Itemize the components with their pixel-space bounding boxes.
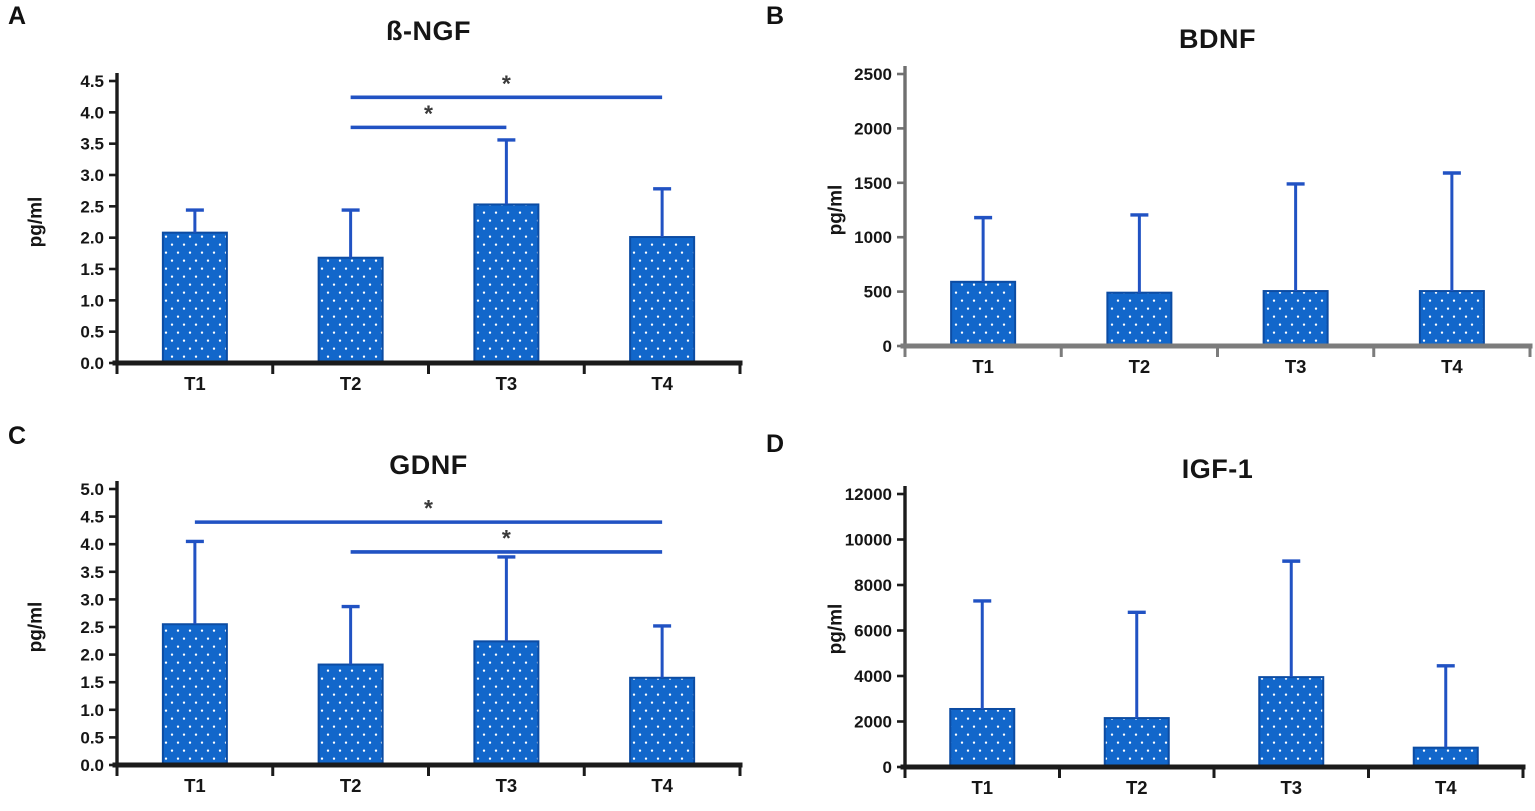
x-category-label-T1: T1 [184, 373, 206, 394]
y-tick-label: 1.5 [80, 260, 104, 279]
y-tick-label: 4.0 [80, 535, 104, 554]
x-category-label-T1: T1 [971, 777, 993, 798]
panel-letter-c: C [8, 422, 27, 450]
panel-d: 0 2000 4000 6000 8000 10000 12000 T1 T2 T3 T4 D IG… [760, 410, 1535, 811]
y-tick-label: 5.0 [80, 480, 104, 499]
bar-T2 [1106, 291, 1173, 347]
significance-star-2: * [424, 100, 433, 126]
y-tick-label: 3.0 [80, 590, 104, 609]
bar-T3 [1258, 676, 1325, 769]
chart-title-a: ß-NGF [386, 16, 471, 46]
bar-T2 [317, 663, 384, 766]
y-tick-label: 0 [883, 337, 892, 356]
panel-letter-d: D [766, 430, 785, 458]
y-tick-label: 1000 [854, 228, 892, 247]
chart-B-svg: 0 500 1000 1500 2000 2500 T1 T2 T3 T4 [854, 65, 1533, 377]
x-category-label-T4: T4 [651, 775, 673, 796]
y-tick-label: 1500 [854, 174, 892, 193]
y-tick-label: 2.5 [80, 197, 104, 216]
x-category-label-T4: T4 [1441, 356, 1463, 377]
bar-T1 [949, 707, 1016, 768]
x-category-label-T3: T3 [1285, 356, 1307, 377]
y-tick-label: 0.5 [80, 323, 104, 342]
bar-T1 [161, 623, 228, 766]
panel-letter-a: A [8, 2, 27, 30]
y-tick-label: 2.5 [80, 618, 104, 637]
y-tick-label: 1.0 [80, 701, 104, 720]
bar-T1 [950, 280, 1017, 348]
bar-T3 [1262, 290, 1329, 347]
x-category-label-T2: T2 [1129, 356, 1151, 377]
x-category-label-T3: T3 [1280, 777, 1302, 798]
y-tick-label: 3.0 [80, 166, 104, 185]
y-tick-label: 3.5 [80, 135, 104, 154]
y-tick-label: 500 [864, 283, 892, 302]
y-tick-label: 8000 [854, 576, 892, 595]
y-tick-label: 1.0 [80, 291, 104, 310]
x-category-label-T2: T2 [1126, 777, 1148, 798]
panel-b: 0 500 1000 1500 2000 2500 T1 T2 T3 T4 B BDNF pg/m… [760, 0, 1535, 410]
x-category-label-T3: T3 [496, 775, 518, 796]
significance-star-2: * [502, 525, 511, 551]
y-tick-label: 2500 [854, 65, 892, 84]
chart-title-b: BDNF [1179, 24, 1256, 54]
y-tick-label: 0.0 [80, 354, 104, 373]
chart-D-svg: 0 2000 4000 6000 8000 10000 12000 T1 T2 T3 T4 [845, 485, 1526, 798]
bar-T2 [1103, 717, 1170, 768]
y-axis-label-b: pg/ml [825, 184, 847, 236]
x-category-label-T2: T2 [340, 775, 362, 796]
x-category-label-T4: T4 [651, 373, 673, 394]
y-tick-label: 2.0 [80, 229, 104, 248]
chart-C-svg: 0.0 0.5 1.0 1.5 2.0 2.5 3.0 3.5 4.0 4.5 5.0 T1 T2 T3 T… [80, 480, 743, 796]
y-tick-label: 2000 [854, 119, 892, 138]
bar-T4 [1412, 746, 1479, 769]
y-tick-label: 1.5 [80, 673, 104, 692]
bar-T3 [473, 203, 540, 364]
chart-title-d: IGF-1 [1181, 454, 1254, 484]
chart-title-c: GDNF [389, 450, 468, 480]
y-tick-label: 4.0 [80, 103, 104, 122]
y-tick-label: 10000 [845, 531, 892, 550]
y-tick-label: 6000 [854, 622, 892, 641]
bar-T1 [161, 231, 228, 364]
significance-star-1: * [424, 495, 433, 521]
panel-a: 0.0 0.5 1.0 1.5 2.0 2.5 3.0 3.5 4.0 4.5 T1 T2 T3 T4 * *… [0, 0, 760, 410]
bar-T3 [473, 640, 540, 767]
bar-T2 [317, 256, 384, 364]
y-tick-label: 0.5 [80, 728, 104, 747]
y-tick-label: 2000 [854, 713, 892, 732]
y-tick-label: 2.0 [80, 646, 104, 665]
y-axis-label-d: pg/ml [825, 603, 847, 655]
y-tick-label: 4.5 [80, 72, 104, 91]
y-tick-label: 0 [883, 758, 892, 777]
y-tick-label: 3.5 [80, 563, 104, 582]
significance-star-1: * [502, 70, 511, 96]
x-category-label-T4: T4 [1435, 777, 1457, 798]
y-tick-label: 0.0 [80, 756, 104, 775]
bar-T4 [1418, 290, 1485, 347]
bar-T4 [629, 236, 696, 364]
y-tick-label: 4.5 [80, 508, 104, 527]
x-category-label-T1: T1 [972, 356, 994, 377]
y-tick-label: 4000 [854, 667, 892, 686]
bar-T4 [629, 676, 696, 766]
y-axis-label-c: pg/ml [25, 601, 47, 653]
x-category-label-T2: T2 [340, 373, 362, 394]
y-axis-label-a: pg/ml [25, 196, 47, 248]
y-tick-label: 12000 [845, 485, 892, 504]
panel-letter-b: B [766, 2, 785, 30]
x-category-label-T1: T1 [184, 775, 206, 796]
chart-A-svg: 0.0 0.5 1.0 1.5 2.0 2.5 3.0 3.5 4.0 4.5 T1 T2 T3 T4 * * [80, 70, 743, 394]
panel-c: 0.0 0.5 1.0 1.5 2.0 2.5 3.0 3.5 4.0 4.5 5.0 T1 T2 T3 T… [0, 410, 760, 811]
x-category-label-T3: T3 [496, 373, 518, 394]
